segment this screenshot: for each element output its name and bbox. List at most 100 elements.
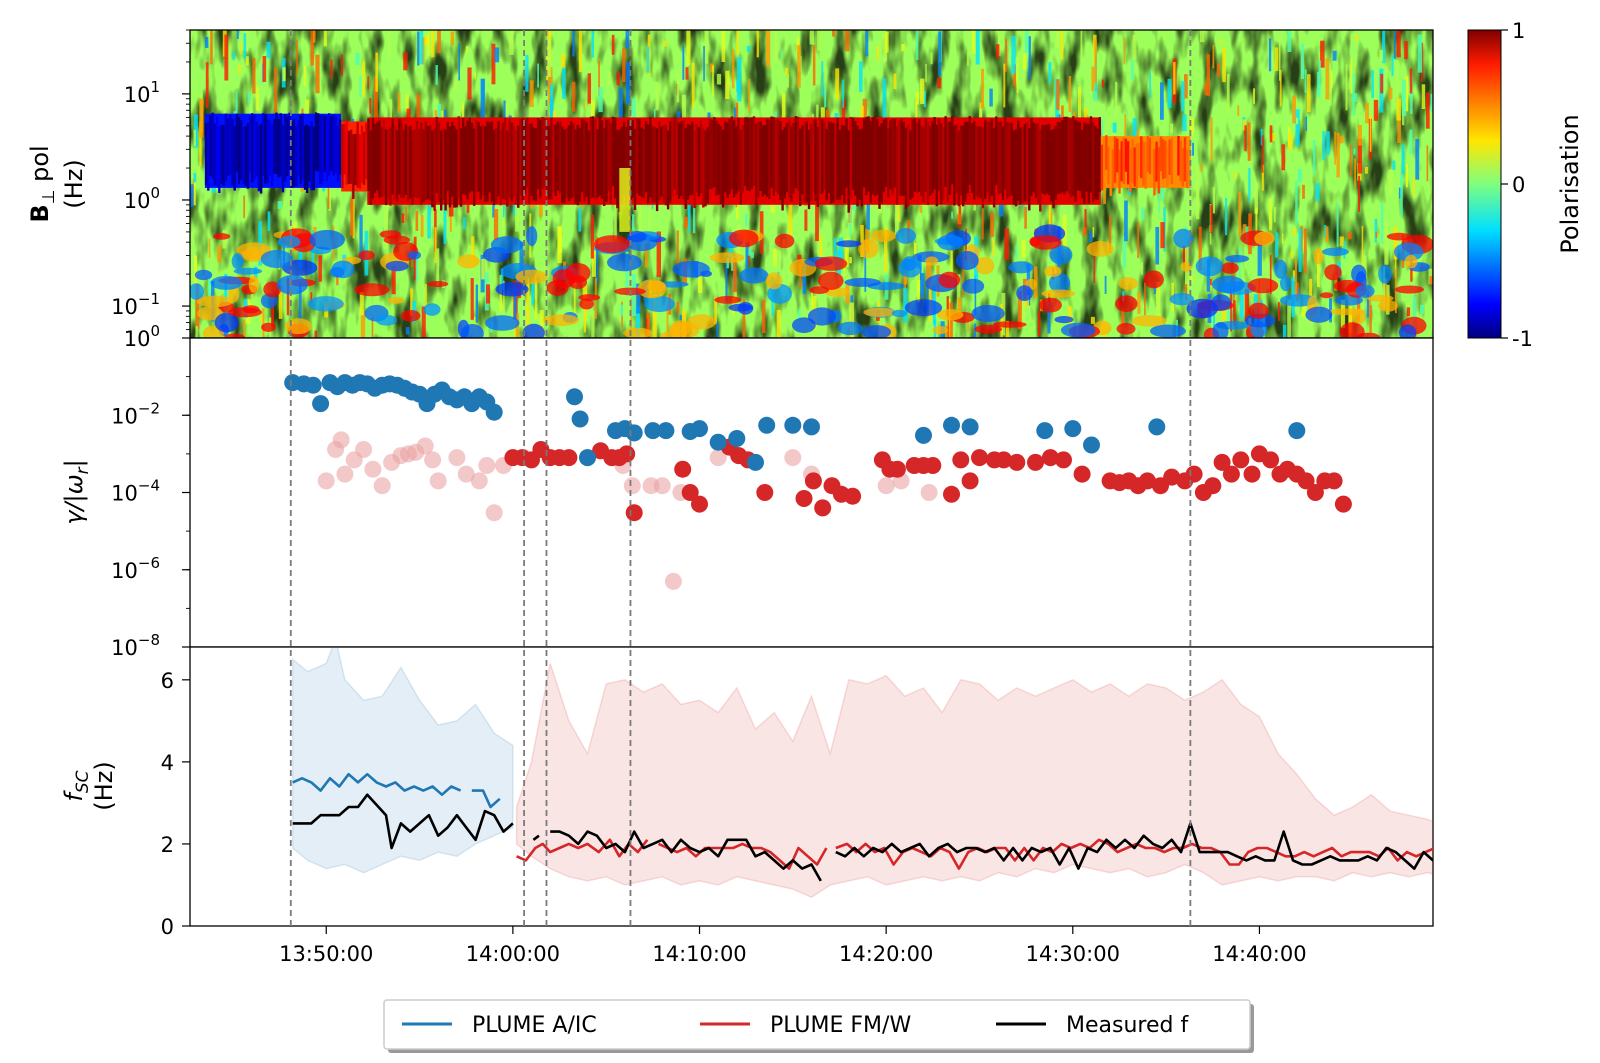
spectrogram-blob xyxy=(231,253,244,270)
spectrogram-cell xyxy=(336,274,339,286)
spectrogram-cell xyxy=(820,107,825,120)
spectrogram-cell xyxy=(546,57,549,81)
spectrogram-cell xyxy=(796,37,800,52)
polarisation-cell xyxy=(459,128,463,207)
spectrogram-blob xyxy=(457,254,480,269)
polarisation-cell xyxy=(614,117,617,199)
spectrogram-cell xyxy=(416,94,421,128)
polarisation-cell xyxy=(503,117,507,200)
frequency-ylabel-unit: (Hz) xyxy=(90,761,118,810)
polarisation-cell xyxy=(1045,124,1049,194)
polarisation-cell xyxy=(984,119,987,199)
spectrogram-cell xyxy=(195,283,200,330)
polarisation-cell xyxy=(279,113,282,177)
polarisation-cell xyxy=(970,123,974,193)
growth-rate-point xyxy=(304,376,322,394)
polarisation-cell xyxy=(761,125,764,197)
growth-rate-point xyxy=(1297,472,1315,490)
polarisation-cell xyxy=(451,121,454,197)
growth-rate-point xyxy=(814,499,832,517)
spectrogram-cell xyxy=(519,241,524,277)
polarisation-cell xyxy=(836,117,839,200)
polarisation-cell xyxy=(354,133,357,185)
polarisation-cell xyxy=(321,114,324,182)
polarisation-cell xyxy=(440,130,443,211)
polarisation-cell xyxy=(323,115,326,172)
spectrogram-cell xyxy=(471,236,475,268)
polarisation-cell xyxy=(424,121,427,201)
polarisation-cell xyxy=(957,130,960,207)
polarisation-cell xyxy=(603,128,606,206)
growth-rate-point xyxy=(1232,451,1250,469)
spectrogram-cell xyxy=(481,259,485,280)
polarisation-cell xyxy=(992,127,996,208)
polarisation-cell xyxy=(818,118,822,194)
spectrogram-blob xyxy=(214,312,239,333)
growth-rate-point xyxy=(566,388,583,406)
polarisation-cell xyxy=(799,128,802,207)
polarisation-cell xyxy=(1148,137,1152,174)
spectrogram-cell xyxy=(1237,105,1240,117)
polarisation-cell xyxy=(902,121,905,196)
growth-rate-point xyxy=(803,418,820,436)
spectrogram-cell xyxy=(1292,228,1297,235)
polarisation-cell xyxy=(605,119,608,202)
spectrogram-cell xyxy=(926,253,930,286)
spectrogram-cell xyxy=(1380,73,1384,94)
polarisation-cell xyxy=(358,134,361,189)
polarisation-cell xyxy=(224,113,228,182)
spectrogram-streaks xyxy=(190,30,1433,338)
spectrogram-cell xyxy=(1137,222,1139,259)
frequency-series-line xyxy=(835,822,1433,870)
spectrogram-cell xyxy=(732,49,735,89)
spectrogram-blob xyxy=(1225,254,1250,263)
spectrogram-cell xyxy=(217,245,222,263)
spectrogram-blob xyxy=(1399,324,1417,338)
polarisation-cell xyxy=(849,117,853,198)
polarisation-cell xyxy=(558,121,562,194)
spectrogram-cell xyxy=(210,30,213,65)
spectrogram-cell xyxy=(415,253,419,282)
colorbar-tick-label: -1 xyxy=(1512,327,1533,351)
polarisation-cell xyxy=(594,119,597,200)
spectrogram-cell xyxy=(995,44,1000,59)
spectrogram-cell xyxy=(1212,44,1215,69)
polarisation-cell xyxy=(909,130,912,200)
spectrogram-cell xyxy=(862,98,867,129)
polarisation-cell xyxy=(325,115,329,181)
spectrogram-blob xyxy=(992,321,1027,328)
spectrogram-cell xyxy=(766,30,771,67)
polarisation-cell xyxy=(306,124,309,193)
spectrogram-cell xyxy=(538,202,543,217)
spectrogram-cell xyxy=(844,238,849,267)
spectrogram-cell xyxy=(436,248,440,286)
spectrogram-blob xyxy=(1049,245,1073,265)
polarisation-cell xyxy=(977,126,980,199)
polarisation-cell xyxy=(545,120,549,196)
polarisation-cell xyxy=(1023,124,1027,202)
spectrogram-cell xyxy=(1322,131,1326,161)
polarisation-cell xyxy=(962,125,965,207)
spectrogram-cell xyxy=(1334,131,1336,165)
polarisation-cell xyxy=(532,127,535,201)
growth-rate-point xyxy=(664,572,682,590)
frequency-series-line xyxy=(292,793,514,850)
spectrogram-cell xyxy=(598,61,600,97)
spectrogram-cell xyxy=(997,30,1001,57)
spectrogram-cell xyxy=(1101,79,1104,88)
spectrogram-cell xyxy=(193,129,196,147)
spectrogram-cell xyxy=(587,73,591,104)
polarisation-cell xyxy=(235,113,239,172)
spectrogram-gap xyxy=(619,168,631,232)
spectrogram-cell xyxy=(1056,79,1060,110)
spectrogram-cell xyxy=(1158,177,1161,213)
spectrogram-cell xyxy=(1121,310,1125,327)
spectrogram-cell xyxy=(598,87,603,113)
polarisation-cell xyxy=(781,130,784,211)
spectrogram-cell xyxy=(1222,302,1226,328)
polarisation-cell xyxy=(854,121,857,196)
spectrogram-cell xyxy=(1354,158,1356,188)
spectrogram-cell xyxy=(616,72,620,86)
polarisation-cell xyxy=(953,125,956,206)
polarisation-cell xyxy=(506,130,509,207)
